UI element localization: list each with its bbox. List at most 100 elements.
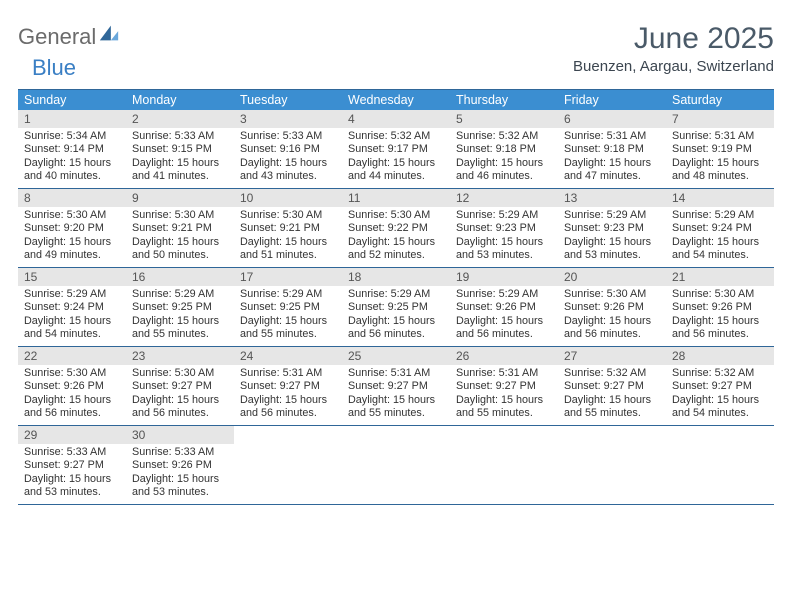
day-body: Sunrise: 5:31 AMSunset: 9:27 PMDaylight:… [342, 365, 450, 425]
day-cell: 9Sunrise: 5:30 AMSunset: 9:21 PMDaylight… [126, 189, 234, 267]
sunrise-line: Sunrise: 5:32 AM [672, 367, 768, 380]
day-number: 7 [666, 110, 774, 128]
day-number: 13 [558, 189, 666, 207]
day-body: Sunrise: 5:30 AMSunset: 9:22 PMDaylight:… [342, 207, 450, 267]
daylight-line: Daylight: 15 hours and 53 minutes. [132, 473, 228, 500]
day-body: Sunrise: 5:32 AMSunset: 9:17 PMDaylight:… [342, 128, 450, 188]
day-cell: 6Sunrise: 5:31 AMSunset: 9:18 PMDaylight… [558, 110, 666, 188]
day-body: Sunrise: 5:29 AMSunset: 9:24 PMDaylight:… [18, 286, 126, 346]
day-cell: 15Sunrise: 5:29 AMSunset: 9:24 PMDayligh… [18, 268, 126, 346]
day-cell: 26 Sunrise: 5:31 AMSunset: 9:27 PMDayligh… [450, 347, 558, 425]
day-cell: 25Sunrise: 5:31 AMSunset: 9:27 PMDayligh… [342, 347, 450, 425]
sunrise-line: Sunrise: 5:30 AM [24, 209, 120, 222]
day-cell [234, 426, 342, 504]
sunset-line: Sunset: 9:23 PM [456, 222, 552, 235]
daylight-line: Daylight: 15 hours and 40 minutes. [24, 157, 120, 184]
sunset-line: Sunset: 9:22 PM [348, 222, 444, 235]
sunset-line: Sunset: 9:27 PM [564, 380, 660, 393]
sunrise-line: Sunrise: 5:30 AM [348, 209, 444, 222]
sunrise-line: Sunrise: 5:30 AM [132, 209, 228, 222]
day-number: 21 [666, 268, 774, 286]
daylight-line: Daylight: 15 hours and 55 minutes. [456, 394, 552, 421]
sunset-line: Sunset: 9:27 PM [348, 380, 444, 393]
day-body: Sunrise: 5:31 AMSunset: 9:19 PMDaylight:… [666, 128, 774, 188]
sunrise-line: Sunrise: 5:31 AM [564, 130, 660, 143]
logo-word-blue: Blue [32, 55, 76, 80]
sunrise-line: Sunrise: 5:33 AM [132, 130, 228, 143]
sunrise-line: Sunrise: 5:29 AM [564, 209, 660, 222]
sunset-line: Sunset: 9:26 PM [564, 301, 660, 314]
day-number: 23 [126, 347, 234, 365]
daylight-line: Daylight: 15 hours and 55 minutes. [348, 394, 444, 421]
day-body: Sunrise: 5:32 AMSunset: 9:18 PMDaylight:… [450, 128, 558, 188]
day-number: 28 [666, 347, 774, 365]
day-body: Sunrise: 5:33 AMSunset: 9:26 PMDaylight:… [126, 444, 234, 504]
day-cell: 13Sunrise: 5:29 AMSunset: 9:23 PMDayligh… [558, 189, 666, 267]
logo: General [18, 22, 120, 50]
day-cell: 19Sunrise: 5:29 AMSunset: 9:26 PMDayligh… [450, 268, 558, 346]
sunset-line: Sunset: 9:24 PM [24, 301, 120, 314]
day-body: Sunrise: 5:33 AMSunset: 9:16 PMDaylight:… [234, 128, 342, 188]
daylight-line: Daylight: 15 hours and 53 minutes. [564, 236, 660, 263]
day-number: 3 [234, 110, 342, 128]
day-number: 4 [342, 110, 450, 128]
day-cell [558, 426, 666, 504]
sunrise-line: Sunrise: 5:29 AM [132, 288, 228, 301]
page-subtitle-location: Buenzen, Aargau, Switzerland [573, 58, 774, 75]
sunrise-line: Sunrise: 5:29 AM [24, 288, 120, 301]
sunrise-line: Sunrise: 5:29 AM [348, 288, 444, 301]
day-cell: 24Sunrise: 5:31 AMSunset: 9:27 PMDayligh… [234, 347, 342, 425]
day-number: 27 [558, 347, 666, 365]
day-cell: 23Sunrise: 5:30 AMSunset: 9:27 PMDayligh… [126, 347, 234, 425]
day-cell: 21Sunrise: 5:30 AMSunset: 9:26 PMDayligh… [666, 268, 774, 346]
day-body: Sunrise: 5:34 AMSunset: 9:14 PMDaylight:… [18, 128, 126, 188]
day-body: Sunrise: 5:31 AMSunset: 9:18 PMDaylight:… [558, 128, 666, 188]
sunrise-line: Sunrise: 5:29 AM [456, 288, 552, 301]
sunrise-line: Sunrise: 5:32 AM [456, 130, 552, 143]
day-body: Sunrise: 5:33 AMSunset: 9:15 PMDaylight:… [126, 128, 234, 188]
sunrise-line: Sunrise: 5:31 AM [672, 130, 768, 143]
day-number: 2 [126, 110, 234, 128]
daylight-line: Daylight: 15 hours and 52 minutes. [348, 236, 444, 263]
daylight-line: Daylight: 15 hours and 56 minutes. [24, 394, 120, 421]
day-cell [450, 426, 558, 504]
daylight-line: Daylight: 15 hours and 56 minutes. [132, 394, 228, 421]
day-cell: 30Sunrise: 5:33 AMSunset: 9:26 PMDayligh… [126, 426, 234, 504]
day-number: 22 [18, 347, 126, 365]
daylight-line: Daylight: 15 hours and 48 minutes. [672, 157, 768, 184]
day-number: 17 [234, 268, 342, 286]
week-row: 22Sunrise: 5:30 AMSunset: 9:26 PMDayligh… [18, 347, 774, 426]
day-number: 26 [450, 347, 558, 365]
daylight-line: Daylight: 15 hours and 56 minutes. [240, 394, 336, 421]
sunset-line: Sunset: 9:18 PM [456, 143, 552, 156]
day-body: Sunrise: 5:30 AMSunset: 9:26 PMDaylight:… [666, 286, 774, 346]
day-body: Sunrise: 5:30 AMSunset: 9:21 PMDaylight:… [234, 207, 342, 267]
logo-word-general: General [18, 24, 96, 50]
sunrise-line: Sunrise: 5:30 AM [672, 288, 768, 301]
day-body: Sunrise: 5:30 AMSunset: 9:27 PMDaylight:… [126, 365, 234, 425]
sunrise-line: Sunrise: 5:32 AM [348, 130, 444, 143]
sunrise-line: Sunrise: 5:31 AM [456, 367, 552, 380]
daylight-line: Daylight: 15 hours and 56 minutes. [672, 315, 768, 342]
sunset-line: Sunset: 9:14 PM [24, 143, 120, 156]
day-cell: 4Sunrise: 5:32 AMSunset: 9:17 PMDaylight… [342, 110, 450, 188]
day-number: 11 [342, 189, 450, 207]
day-number: 8 [18, 189, 126, 207]
day-number: 6 [558, 110, 666, 128]
weekday-header: Wednesday [342, 90, 450, 110]
weekday-header-row: SundayMondayTuesdayWednesdayThursdayFrid… [18, 90, 774, 110]
daylight-line: Daylight: 15 hours and 54 minutes. [672, 394, 768, 421]
day-body: Sunrise: 5:29 AMSunset: 9:23 PMDaylight:… [450, 207, 558, 267]
sunrise-line: Sunrise: 5:33 AM [132, 446, 228, 459]
sunset-line: Sunset: 9:27 PM [456, 380, 552, 393]
day-cell: 11Sunrise: 5:30 AMSunset: 9:22 PMDayligh… [342, 189, 450, 267]
daylight-line: Daylight: 15 hours and 53 minutes. [456, 236, 552, 263]
day-number: 9 [126, 189, 234, 207]
week-row: 29Sunrise: 5:33 AMSunset: 9:27 PMDayligh… [18, 426, 774, 505]
day-body: Sunrise: 5:30 AMSunset: 9:26 PMDaylight:… [558, 286, 666, 346]
day-cell: 17Sunrise: 5:29 AMSunset: 9:25 PMDayligh… [234, 268, 342, 346]
day-cell: 14Sunrise: 5:29 AMSunset: 9:24 PMDayligh… [666, 189, 774, 267]
sunset-line: Sunset: 9:26 PM [672, 301, 768, 314]
logo-mark-icon [98, 22, 120, 44]
day-number: 25 [342, 347, 450, 365]
